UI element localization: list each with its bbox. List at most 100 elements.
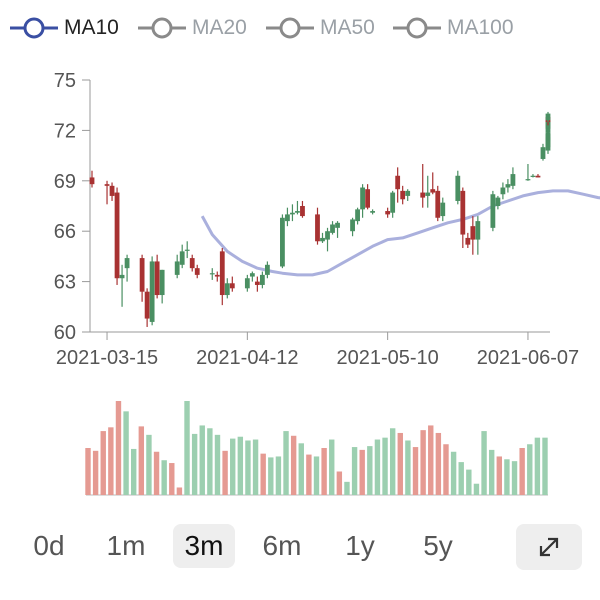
candle-body xyxy=(194,268,200,275)
line-circle-icon xyxy=(266,17,314,39)
volume-bar xyxy=(313,456,320,495)
volume-bar xyxy=(504,459,510,495)
volume-bar xyxy=(511,461,518,495)
volume-bar xyxy=(252,439,259,495)
candle-body xyxy=(315,214,320,242)
volume-bar xyxy=(329,439,335,495)
axis-labels: 60 63 66 69 72 75 2021-03-15 2021-04-12 2021-05-… xyxy=(54,70,579,369)
candle-body xyxy=(325,231,330,240)
volume-bar xyxy=(237,436,244,495)
y-tick-label: 66 xyxy=(54,221,76,243)
range-5y-button[interactable]: 5y xyxy=(423,530,453,561)
range-3m-button[interactable]: 3m xyxy=(173,524,235,568)
volume-bar xyxy=(481,431,487,495)
candle-body xyxy=(535,175,541,178)
line-circle-icon xyxy=(138,17,186,39)
volume-bar xyxy=(450,451,457,495)
y-tick-label: 72 xyxy=(54,120,76,142)
volume-bar xyxy=(260,453,266,495)
candle-body xyxy=(89,177,95,185)
candle-body xyxy=(525,179,531,181)
candle-body xyxy=(355,209,360,222)
candle-body xyxy=(295,211,300,213)
legend-item-ma10[interactable]: MA10 xyxy=(10,8,119,48)
candle-body xyxy=(320,237,325,242)
volume-bar xyxy=(534,437,541,495)
volume-bar xyxy=(420,430,426,495)
volume-bar xyxy=(191,433,198,495)
candle-body xyxy=(300,206,305,217)
volume-bar xyxy=(435,432,442,495)
legend-label: MA20 xyxy=(192,16,247,39)
range-1y-button[interactable]: 1y xyxy=(345,530,375,561)
candle-body xyxy=(435,190,441,218)
candle-body xyxy=(159,269,165,296)
volume-bar xyxy=(458,462,464,495)
legend-item-ma100[interactable]: MA100 xyxy=(393,8,514,48)
volume-bar xyxy=(214,434,221,495)
candle-body xyxy=(470,226,476,240)
candle-body xyxy=(390,192,396,213)
x-tick-label: 2021-06-07 xyxy=(477,347,579,369)
x-tick-label: 2021-04-12 xyxy=(196,347,298,369)
range-1m-button[interactable]: 1m xyxy=(106,530,146,561)
candle-body xyxy=(124,258,130,269)
volume-bar xyxy=(283,431,289,495)
volume-bar xyxy=(222,450,228,495)
volume-bar xyxy=(443,444,449,495)
volume-bar xyxy=(275,456,282,495)
volume-bar xyxy=(359,449,365,495)
volume-bar xyxy=(428,425,434,495)
candle-body xyxy=(500,187,506,195)
volume-bar xyxy=(199,425,205,495)
volume-bar xyxy=(488,449,495,495)
volume-bar xyxy=(389,428,396,495)
volume-bar xyxy=(542,437,548,495)
volume-bar xyxy=(382,437,388,495)
expand-button[interactable] xyxy=(516,524,582,570)
volume-bar xyxy=(138,426,145,495)
volume-bar xyxy=(153,451,160,495)
volume-bar xyxy=(496,456,502,495)
candle-body xyxy=(119,274,125,279)
range-selector: 0d 1m 3m 6m 1y 5y xyxy=(0,520,600,576)
candle-body xyxy=(214,274,220,277)
y-tick-label: 60 xyxy=(54,322,76,344)
candle-body xyxy=(430,189,436,193)
volume-bar xyxy=(321,448,327,495)
volume-bar xyxy=(374,439,381,495)
candle-body xyxy=(360,187,365,210)
volume-bar xyxy=(207,428,213,495)
candle-body xyxy=(385,211,391,215)
volume-bar xyxy=(473,483,480,495)
range-0d-button[interactable]: 0d xyxy=(33,530,65,561)
candle-body xyxy=(149,261,155,322)
legend-label: MA100 xyxy=(447,16,514,39)
expand-icon xyxy=(539,537,559,557)
volume-bar xyxy=(290,435,297,495)
candle-body xyxy=(545,113,551,121)
range-6m-button[interactable]: 6m xyxy=(262,530,302,561)
candle-body xyxy=(530,175,536,177)
volume-bar xyxy=(412,447,419,495)
candle-body xyxy=(420,192,426,198)
y-tick-label: 69 xyxy=(54,171,76,193)
ma10-line xyxy=(200,189,600,277)
candle-body xyxy=(330,224,335,233)
candle-body xyxy=(440,202,446,217)
volume-bar xyxy=(405,440,411,495)
volume-bar xyxy=(184,401,190,495)
legend-item-ma50[interactable]: MA50 xyxy=(266,8,375,48)
volume-bar xyxy=(146,434,152,495)
candle-body xyxy=(495,197,501,206)
candle-body xyxy=(490,194,496,228)
legend-item-ma20[interactable]: MA20 xyxy=(138,8,247,48)
candle-body xyxy=(335,222,340,228)
candlesticks xyxy=(89,111,551,327)
volume-bar xyxy=(230,438,236,495)
candle-body xyxy=(189,258,195,269)
candle-body xyxy=(139,258,145,292)
volume-bar xyxy=(169,463,175,495)
volume-bar xyxy=(245,440,251,495)
volume-bar xyxy=(306,454,312,495)
